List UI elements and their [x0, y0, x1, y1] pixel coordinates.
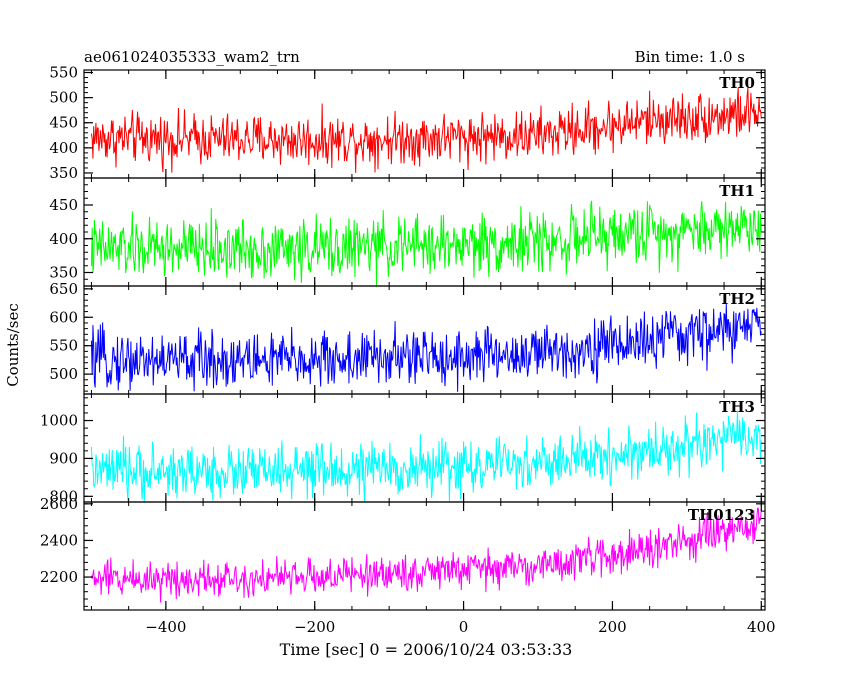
x-axis-label: Time [sec] 0 = 2006/10/24 03:53:33: [280, 640, 573, 659]
x-tick-label: −200: [294, 618, 335, 636]
y-tick-label: 500: [49, 89, 78, 107]
y-tick-label: 1000: [40, 412, 78, 430]
series-line-th0123: [90, 507, 762, 603]
bin-time-label: Bin time: 1.0 s: [635, 48, 745, 66]
panels-group: 350 400 450 500 550 TH0 350 400 450 TH1 500 550 600 6…: [40, 64, 776, 636]
series-line-th1: [90, 200, 762, 286]
y-tick-label: 650: [49, 280, 78, 298]
x-tick-label: −400: [145, 618, 186, 636]
y-tick-label: 400: [49, 230, 78, 248]
y-tick-label: 350: [49, 164, 78, 182]
y-tick-label: 550: [49, 64, 78, 82]
y-tick-label: 400: [49, 139, 78, 157]
y-tick-label: 800: [49, 487, 78, 505]
y-tick-label: 2200: [40, 568, 78, 586]
y-tick-label: 900: [49, 449, 78, 467]
y-tick-label: 2600: [40, 495, 78, 513]
y-tick-label: 450: [49, 114, 78, 132]
y-tick-label: 600: [49, 308, 78, 326]
y-tick-label: 350: [49, 264, 78, 282]
series-label-th0123: TH0123: [688, 506, 755, 524]
series-label-th3: TH3: [719, 398, 755, 416]
panel-frame-th0123: [83, 501, 766, 611]
plot-title: ae061024035333_wam2_trn: [84, 48, 300, 66]
series-label-th2: TH2: [719, 290, 755, 308]
x-tick-label: 0: [459, 618, 469, 636]
x-tick-label: 200: [598, 618, 627, 636]
x-tick-label: 400: [747, 618, 776, 636]
y-tick-label: 450: [49, 196, 78, 214]
series-line-th0: [90, 87, 762, 173]
y-axis-label: Counts/sec: [4, 303, 22, 387]
y-tick-label: 500: [49, 365, 78, 383]
series-line-th2: [90, 303, 762, 392]
series-label-th1: TH1: [719, 182, 755, 200]
series-line-th3: [90, 410, 762, 502]
y-tick-label: 550: [49, 337, 78, 355]
y-tick-label: 2400: [40, 531, 78, 549]
series-label-th0: TH0: [719, 74, 755, 92]
